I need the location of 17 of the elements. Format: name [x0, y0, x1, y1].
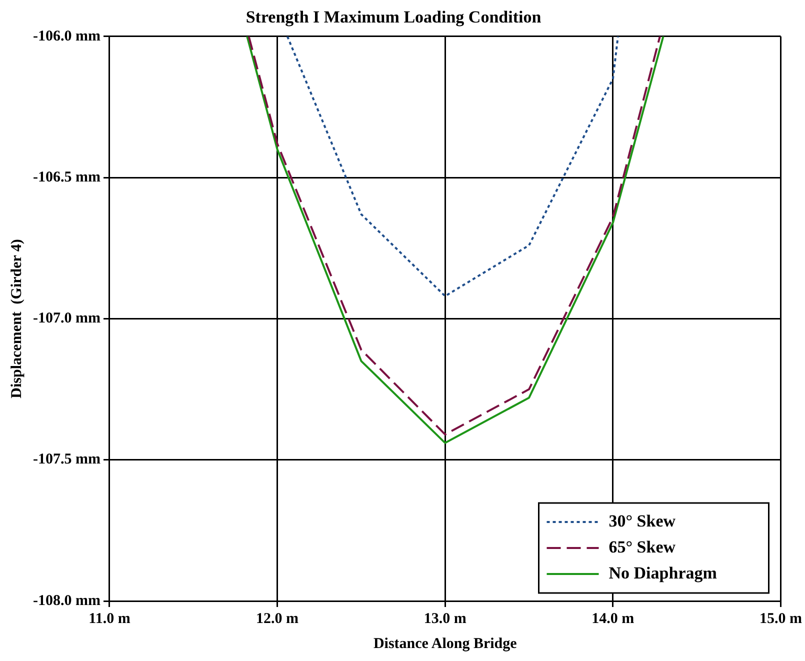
legend-label: 30° Skew [608, 511, 676, 530]
legend-label: No Diaphragm [608, 563, 717, 582]
x-tick-label: 14.0 m [592, 610, 635, 627]
x-tick-label: 12.0 m [256, 610, 300, 627]
x-axis-title: Distance Along Bridge [373, 636, 518, 652]
x-tick-label: 13.0 m [424, 610, 467, 627]
y-tick-label: -106.5 mm [32, 169, 101, 186]
y-tick-label: -107.5 mm [32, 452, 101, 468]
x-tick-label: 11.0 m [88, 610, 131, 627]
legend-label: 65° Skew [608, 537, 676, 556]
chart-title: Strength I Maximum Loading Condition [246, 8, 542, 27]
y-tick-label: -106.0 mm [32, 28, 101, 44]
y-tick-label: -108.0 mm [32, 592, 101, 609]
x-tick-label: 15.0 m [760, 610, 802, 627]
line-series [286, 36, 619, 298]
y-tick-label: -107.0 mm [32, 310, 101, 327]
y-axis-title: Displacement (Girder 4) [8, 239, 25, 398]
